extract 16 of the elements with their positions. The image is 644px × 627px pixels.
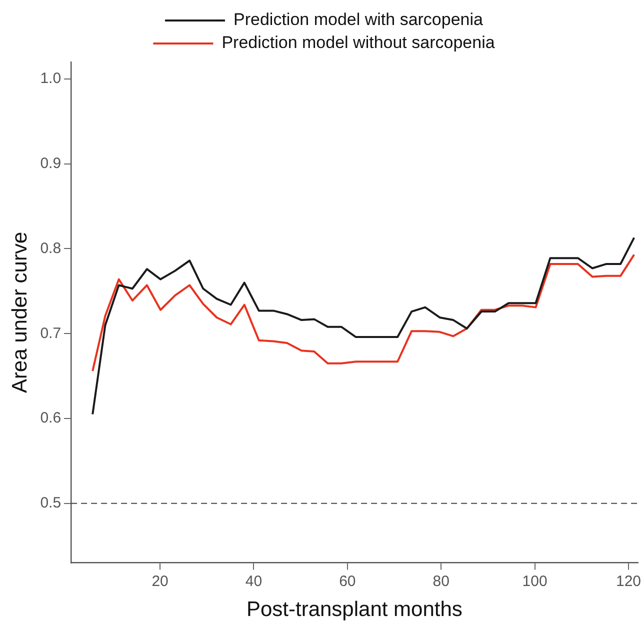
x-tick-label: 80 (432, 572, 450, 590)
y-tick-label: 1.0 (40, 70, 62, 88)
y-tick-label: 0.9 (40, 155, 62, 172)
y-tick-label: 0.7 (40, 324, 62, 342)
legend-label: Prediction model with sarcopenia (234, 10, 484, 30)
y-tick-label: 0.8 (40, 240, 62, 257)
legend-label: Prediction model without sarcopenia (222, 33, 496, 52)
x-tick-label: 20 (152, 572, 168, 590)
x-tick-label: 120 (616, 572, 641, 590)
y-tick-label: 0.6 (40, 410, 62, 427)
x-axis-title: Post-transplant months (246, 598, 462, 622)
x-tick-label: 60 (339, 572, 356, 590)
y-tick-label: 0.5 (40, 494, 62, 512)
y-axis-title: Area under curve (8, 232, 32, 393)
x-tick-label: 40 (245, 572, 262, 590)
x-tick-label: 100 (522, 572, 548, 590)
